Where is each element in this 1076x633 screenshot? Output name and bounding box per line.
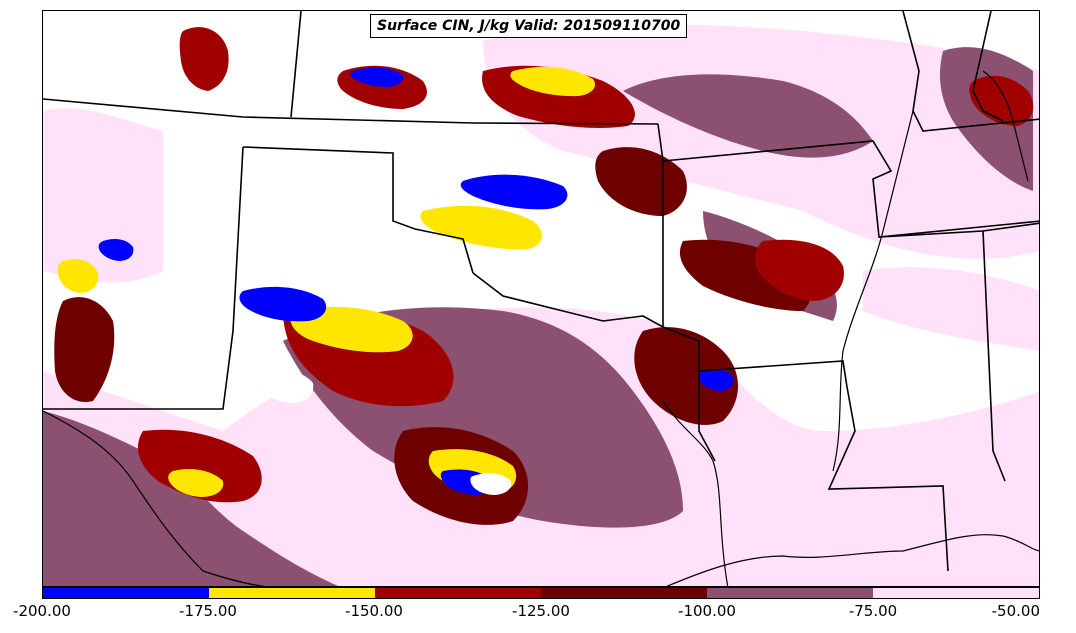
- colorbar-tick-6: -75.00: [848, 602, 898, 620]
- colorbar-segment-1: [43, 588, 209, 598]
- colorbar-segment-4: [541, 588, 707, 598]
- coastline-rivers: [43, 70, 1039, 586]
- colorbar-tick-3: -150.00: [345, 602, 403, 620]
- colorbar-segment-3: [375, 588, 541, 598]
- colorbar-tick-5: -100.00: [678, 602, 736, 620]
- colorbar-segment-5: [707, 588, 873, 598]
- colorbar-segment-2: [209, 588, 375, 598]
- cin-map: [43, 11, 1039, 586]
- colorbar-tick-2: -175.00: [179, 602, 237, 620]
- colorbar-tick-7: -50.00: [991, 602, 1040, 620]
- colorbar: [42, 587, 1040, 599]
- map-panel: [42, 10, 1040, 587]
- colorbar-tick-1: -200.00: [13, 602, 71, 620]
- cin-band-white-interiors: [258, 249, 657, 495]
- map-title: Surface CIN, J/kg Valid: 201509110700: [370, 14, 688, 38]
- colorbar-segment-6: [873, 588, 1039, 598]
- colorbar-tick-4: -125.00: [512, 602, 570, 620]
